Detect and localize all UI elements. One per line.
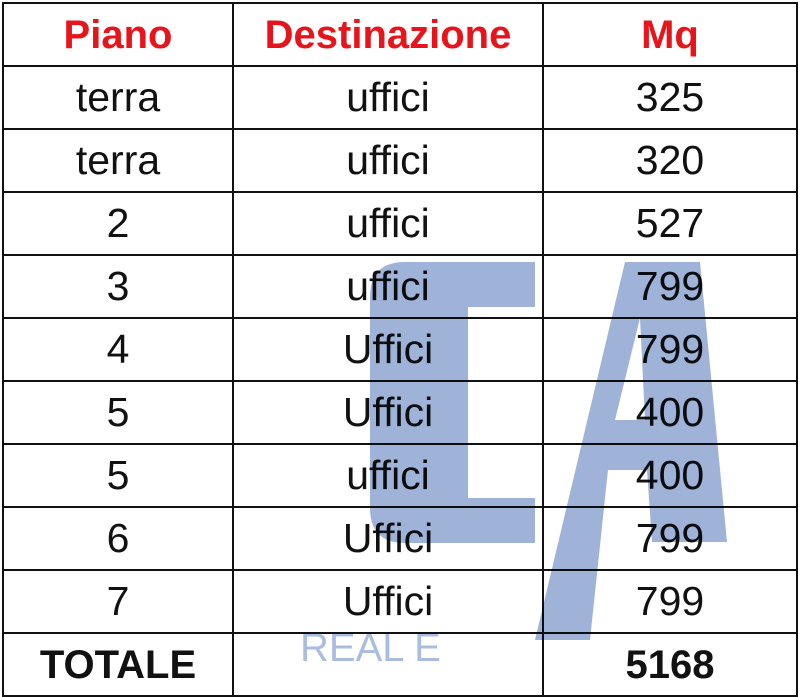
cell-mq: 320 [542, 128, 798, 193]
header-destinazione: Destinazione [232, 2, 544, 67]
cell-destinazione: uffici [232, 443, 544, 508]
cell-destinazione: uffici [232, 65, 544, 130]
cell-mq: 799 [542, 254, 798, 319]
cell-mq: 799 [542, 569, 798, 634]
cell-destinazione: Uffici [232, 569, 544, 634]
cell-piano: 3 [2, 254, 234, 319]
table-row: 7 Uffici 799 [2, 569, 798, 634]
table-row: 3 uffici 799 [2, 254, 798, 319]
cell-piano: terra [2, 65, 234, 130]
header-piano: Piano [2, 2, 234, 67]
cell-piano: terra [2, 128, 234, 193]
cell-piano: 5 [2, 443, 234, 508]
cell-mq: 400 [542, 443, 798, 508]
cell-destinazione: uffici [232, 254, 544, 319]
cell-piano: 4 [2, 317, 234, 382]
table-row: 5 Uffici 400 [2, 380, 798, 445]
table-row: 6 Uffici 799 [2, 506, 798, 571]
cell-mq: 799 [542, 317, 798, 382]
total-empty-cell [232, 632, 544, 697]
cell-destinazione: uffici [232, 128, 544, 193]
total-label: TOTALE [2, 632, 234, 697]
cell-mq: 400 [542, 380, 798, 445]
cell-destinazione: Uffici [232, 506, 544, 571]
cell-piano: 7 [2, 569, 234, 634]
cell-destinazione: uffici [232, 191, 544, 256]
cell-destinazione: Uffici [232, 380, 544, 445]
cell-piano: 5 [2, 380, 234, 445]
cell-mq: 325 [542, 65, 798, 130]
total-value: 5168 [542, 632, 798, 697]
table-row: 2 uffici 527 [2, 191, 798, 256]
total-row: TOTALE 5168 [2, 632, 798, 697]
header-mq: Mq [542, 2, 798, 67]
table-row: 5 uffici 400 [2, 443, 798, 508]
cell-destinazione: Uffici [232, 317, 544, 382]
cell-mq: 799 [542, 506, 798, 571]
cell-piano: 6 [2, 506, 234, 571]
cell-mq: 527 [542, 191, 798, 256]
table-row: terra uffici 320 [2, 128, 798, 193]
cell-piano: 2 [2, 191, 234, 256]
table-header-row: Piano Destinazione Mq [2, 2, 798, 67]
table-row: 4 Uffici 799 [2, 317, 798, 382]
table-row: terra uffici 325 [2, 65, 798, 130]
